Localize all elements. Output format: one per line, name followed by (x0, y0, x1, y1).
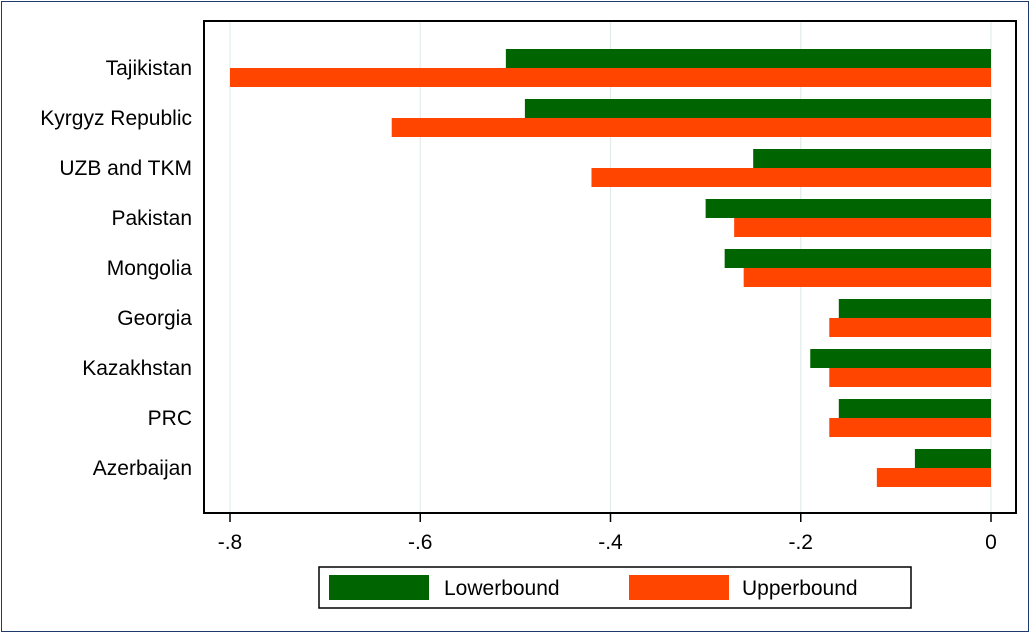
category-label: Azerbaijan (93, 457, 192, 480)
bar-upperbound (734, 218, 991, 237)
category-label: Pakistan (111, 207, 192, 230)
bar-upperbound (829, 368, 991, 387)
bar-lowerbound (838, 399, 991, 418)
legend: Lowerbound Upperbound (318, 566, 912, 609)
category-label: Mongolia (107, 257, 193, 280)
legend-swatch-upperbound (629, 575, 729, 600)
bar-upperbound (230, 68, 991, 87)
bar-upperbound (876, 468, 991, 487)
x-axis-ticks: -.8 -.6 -.4 -.2 0 (218, 513, 997, 554)
legend-swatch-lowerbound (329, 575, 429, 600)
bar-upperbound (591, 168, 991, 187)
x-tick-label: -.4 (598, 531, 623, 554)
bar-upperbound (829, 418, 991, 437)
bar-lowerbound (914, 449, 991, 468)
x-tick-label: -.6 (408, 531, 433, 554)
category-label: Tajikistan (106, 57, 192, 80)
bar-upperbound (829, 318, 991, 337)
bar-lowerbound (724, 249, 991, 268)
bar-lowerbound (810, 349, 991, 368)
category-label: Georgia (117, 307, 192, 330)
legend-label-upperbound: Upperbound (742, 577, 858, 600)
category-labels: Tajikistan Kyrgyz Republic UZB and TKM Paki… (40, 57, 192, 480)
x-tick-label: -.8 (218, 531, 243, 554)
bars (230, 49, 991, 487)
category-label: Kyrgyz Republic (40, 107, 192, 130)
bar-lowerbound (705, 199, 991, 218)
x-tick-label: -.2 (788, 531, 813, 554)
bar-lowerbound (505, 49, 991, 68)
bar-upperbound (391, 118, 991, 137)
bar-lowerbound (753, 149, 991, 168)
bar-upperbound (743, 268, 991, 287)
legend-label-lowerbound: Lowerbound (444, 577, 560, 600)
bar-lowerbound (838, 299, 991, 318)
bar-lowerbound (524, 99, 991, 118)
x-tick-label: 0 (985, 531, 997, 554)
category-label: Kazakhstan (82, 357, 192, 380)
category-label: PRC (148, 407, 192, 430)
category-label: UZB and TKM (59, 157, 192, 180)
